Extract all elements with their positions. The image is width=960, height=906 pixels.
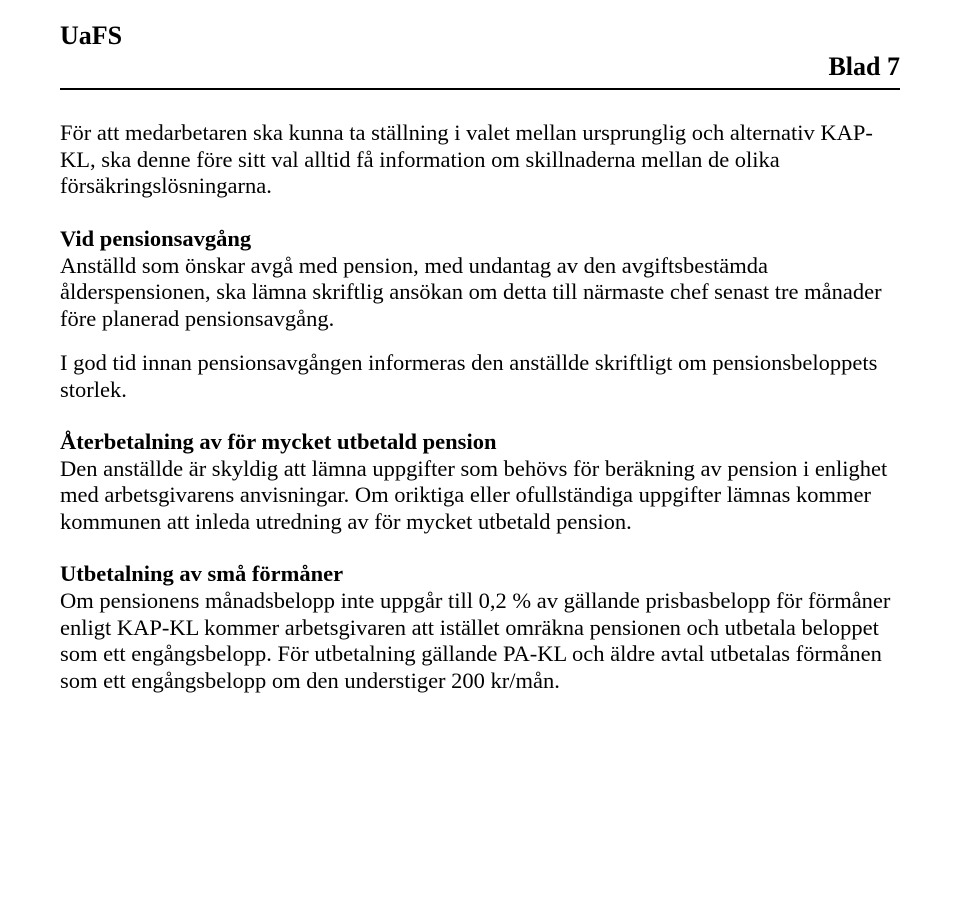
section-paragraph: Anställd som önskar avgå med pension, me…: [60, 253, 882, 331]
section-block: Utbetalning av små förmåner Om pensionen…: [60, 561, 900, 694]
section-paragraph: I god tid innan pensionsavgången informe…: [60, 350, 900, 403]
section-title: Vid pensionsavgång: [60, 226, 251, 251]
intro-paragraph: För att medarbetaren ska kunna ta ställn…: [60, 120, 900, 200]
series-label: UaFS: [60, 20, 900, 51]
document-page: UaFS Blad 7 För att medarbetaren ska kun…: [0, 0, 960, 760]
section-block: Återbetalning av för mycket utbetald pen…: [60, 429, 900, 535]
section-paragraph: Om pensionens månadsbelopp inte uppgår t…: [60, 588, 890, 693]
section-title: Återbetalning av för mycket utbetald pen…: [60, 429, 496, 454]
section-block: Vid pensionsavgång Anställd som önskar a…: [60, 226, 900, 332]
section-paragraph: Den anställde är skyldig att lämna uppgi…: [60, 456, 887, 534]
header-rule: [60, 88, 900, 90]
page-number-label: Blad 7: [60, 51, 900, 82]
section-title: Utbetalning av små förmåner: [60, 561, 343, 586]
